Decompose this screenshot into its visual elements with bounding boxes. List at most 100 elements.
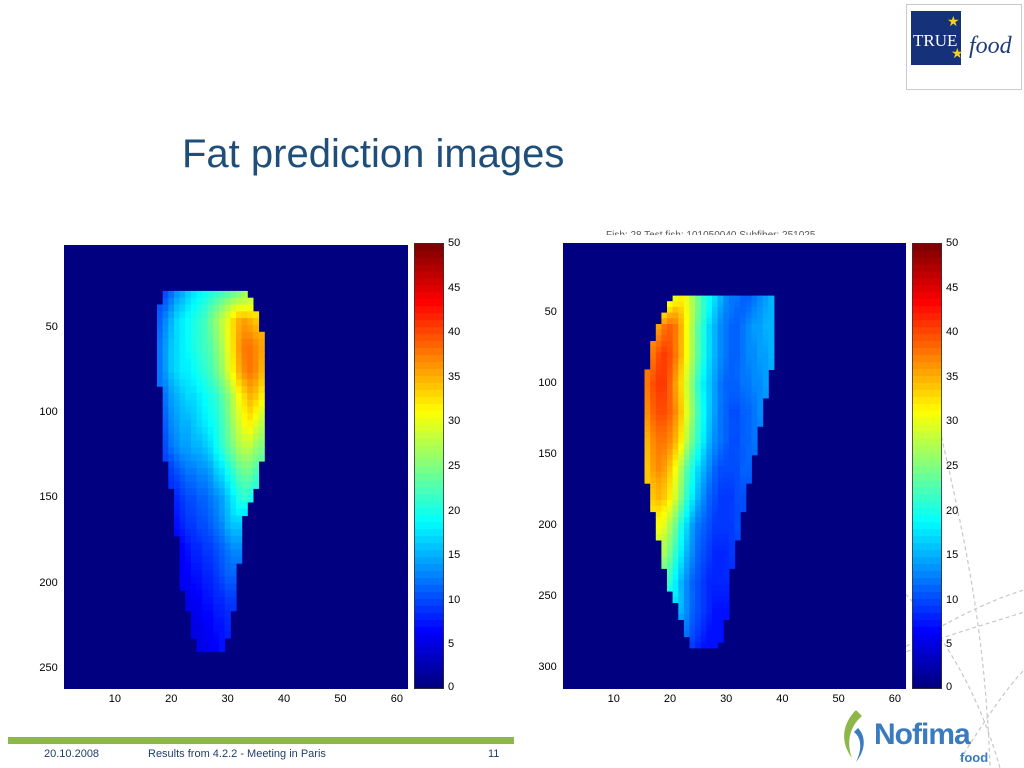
- heatmap-cell: [667, 380, 674, 388]
- heatmap-cell: [689, 420, 696, 427]
- heatmap-cell: [162, 325, 169, 333]
- heatmap-cell: [252, 372, 260, 380]
- heatmap-cell: [672, 556, 679, 564]
- heatmap-cell: [728, 301, 736, 308]
- heatmap-cell: [667, 414, 674, 422]
- heatmap-cell: [190, 488, 198, 496]
- heatmap-cell: [734, 352, 741, 359]
- heatmap-cell: [717, 329, 724, 336]
- heatmap-cell: [207, 590, 214, 598]
- heatmap-cell: [728, 324, 736, 331]
- heatmap-cell: [723, 608, 730, 615]
- heatmap-cell: [723, 539, 730, 547]
- heatmap-cell: [740, 380, 747, 388]
- heatmap-cell: [672, 500, 679, 507]
- heatmap-cell: [695, 579, 702, 586]
- heatmap-cell: [196, 569, 203, 578]
- heatmap-cell: [241, 290, 248, 299]
- heatmap-cell: [712, 630, 719, 638]
- heatmap-cell: [689, 534, 696, 541]
- heatmap-cell: [745, 471, 752, 478]
- heatmap-cell: [712, 477, 719, 484]
- heatmap-cell: [162, 331, 169, 340]
- heatmap-cell: [219, 304, 226, 312]
- heatmap-cell: [185, 467, 192, 476]
- heatmap-cell: [202, 440, 209, 448]
- y-tick-label: 100: [538, 376, 557, 389]
- heatmap-cell: [667, 551, 674, 558]
- colorbar-segment: [414, 486, 444, 495]
- heatmap-cell: [252, 318, 260, 326]
- heatmap-cell: [700, 341, 707, 348]
- colorbar-tick-label: 20: [448, 504, 461, 517]
- heatmap-cell: [762, 318, 769, 325]
- colorbar-segment: [912, 654, 942, 662]
- heatmap-cell: [678, 596, 685, 603]
- heatmap-cell: [723, 573, 730, 581]
- heatmap-cell: [179, 365, 186, 374]
- heatmap-cell: [185, 413, 192, 421]
- heatmap-cell: [678, 505, 685, 513]
- heatmap-cell: [174, 379, 181, 387]
- heatmap-cell: [672, 466, 679, 473]
- heatmap-cell: [190, 325, 198, 333]
- heatmap-cell: [179, 495, 186, 503]
- heatmap-cell: [202, 413, 209, 421]
- heatmap-cell: [683, 511, 691, 518]
- heatmap-cell: [247, 304, 254, 312]
- heatmap-cell: [683, 505, 691, 513]
- heatmap-cell: [241, 406, 248, 414]
- heatmap-cell: [207, 379, 214, 387]
- heatmap-cell: [706, 636, 713, 643]
- heatmap-cell: [644, 369, 651, 376]
- heatmap-cell: [230, 583, 237, 591]
- heatmap-cell: [247, 481, 254, 489]
- heatmap-cell: [745, 431, 752, 439]
- heatmap-cell: [174, 359, 181, 367]
- heatmap-cell: [678, 528, 685, 535]
- heatmap-cell: [717, 312, 724, 319]
- heatmap-cell: [196, 467, 203, 476]
- heatmap-cell: [667, 392, 674, 399]
- heatmap-cell: [768, 352, 775, 359]
- heatmap-cell: [252, 365, 260, 374]
- heatmap-cell: [661, 528, 668, 535]
- heatmap-cell: [667, 335, 674, 342]
- heatmap-cell: [644, 449, 651, 456]
- heatmap-cell: [734, 477, 741, 484]
- heatmap-cell: [745, 397, 752, 405]
- heatmap-cell: [196, 447, 203, 455]
- heatmap-cell: [678, 409, 685, 416]
- heatmap-cell: [712, 335, 719, 342]
- heatmap-cell: [236, 529, 243, 537]
- heatmap-cell: [757, 295, 764, 302]
- heatmap-cell: [695, 341, 702, 348]
- heatmap-cell: [168, 447, 175, 455]
- heatmap-cell: [689, 460, 696, 467]
- heatmap-cell: [179, 481, 186, 489]
- heatmap-cell: [196, 590, 203, 598]
- heatmap-cell: [712, 505, 719, 513]
- heatmap-cell: [219, 501, 226, 510]
- colorbar-segment: [414, 647, 444, 655]
- heatmap-cell: [661, 346, 668, 353]
- heatmap-cell: [706, 596, 713, 603]
- heatmap-cell: [241, 488, 248, 496]
- heatmap-cell: [661, 358, 668, 365]
- heatmap-cell: [219, 359, 226, 367]
- heatmap-cell: [672, 369, 679, 376]
- heatmap-cell: [728, 426, 736, 433]
- heatmap-cell: [162, 399, 169, 408]
- heatmap-cell: [768, 341, 775, 348]
- heatmap-cell: [179, 406, 186, 414]
- heatmap-cell: [196, 583, 203, 591]
- heatmap-cell: [162, 420, 169, 428]
- heatmap-cell: [236, 488, 243, 496]
- heatmap-cell: [196, 290, 203, 299]
- heatmap-cell: [667, 568, 674, 575]
- colorbar-segment: [414, 479, 444, 488]
- heatmap-cell: [252, 393, 260, 401]
- heatmap-cell: [179, 556, 186, 564]
- heatmap-cell: [717, 409, 724, 416]
- heatmap-cell: [751, 363, 758, 370]
